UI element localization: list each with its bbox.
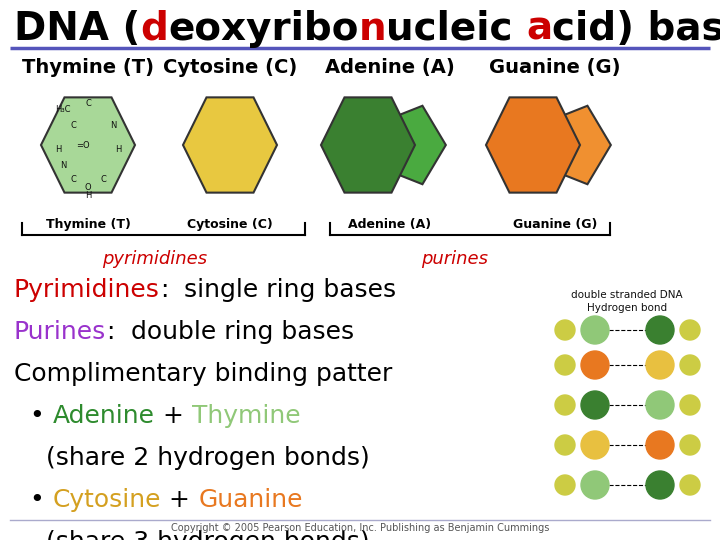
Circle shape [680,355,700,375]
Text: double ring bases: double ring bases [114,320,354,344]
Circle shape [555,355,575,375]
Circle shape [555,435,575,455]
Text: C: C [70,120,76,130]
Text: Adenine: Adenine [53,404,155,428]
Text: ucleic: ucleic [386,10,526,48]
Text: Adenine (A): Adenine (A) [348,218,431,231]
Text: Adenine (A): Adenine (A) [325,58,455,77]
Text: purines: purines [421,250,488,268]
Text: O: O [85,183,91,192]
Text: Thymine (T): Thymine (T) [22,58,154,77]
Text: +: + [155,404,192,428]
Polygon shape [549,106,611,184]
Circle shape [646,431,674,459]
Text: Guanine (G): Guanine (G) [490,58,621,77]
Text: •: • [14,404,53,428]
Text: Guanine (G): Guanine (G) [513,218,597,231]
Text: eoxyribo: eoxyribo [168,10,359,48]
Circle shape [646,471,674,499]
Text: C: C [85,98,91,107]
Circle shape [581,316,609,344]
Circle shape [646,316,674,344]
Circle shape [581,471,609,499]
Circle shape [646,391,674,419]
Text: (share 2 hydrogen bonds): (share 2 hydrogen bonds) [14,446,370,470]
Text: Pyrimidines: Pyrimidines [14,278,160,302]
Text: Complimentary binding patter: Complimentary binding patter [14,362,392,386]
Text: Cytosine: Cytosine [53,488,161,512]
Text: N: N [60,160,66,170]
Text: double stranded DNA: double stranded DNA [571,290,683,300]
Circle shape [680,475,700,495]
Text: :: : [107,320,114,344]
Text: C: C [70,176,76,185]
Text: d: d [140,10,168,48]
Text: N: N [110,120,116,130]
Text: Cytosine (C): Cytosine (C) [163,58,297,77]
Text: H₃C: H₃C [55,105,71,114]
Text: Thymine: Thymine [192,404,300,428]
Circle shape [581,391,609,419]
Circle shape [680,320,700,340]
Text: Purines: Purines [14,320,107,344]
Text: n: n [359,10,386,48]
Text: Copyright © 2005 Pearson Education, Inc. Publishing as Benjamin Cummings: Copyright © 2005 Pearson Education, Inc.… [171,523,549,533]
Text: •: • [14,488,53,512]
Polygon shape [321,97,415,193]
Circle shape [555,475,575,495]
Text: :: : [160,278,168,302]
Circle shape [581,431,609,459]
Text: C: C [100,176,106,185]
Text: (share 3 hydrogen bonds): (share 3 hydrogen bonds) [14,530,369,540]
Text: Thymine (T): Thymine (T) [45,218,130,231]
Circle shape [581,351,609,379]
Polygon shape [486,97,580,193]
Circle shape [646,351,674,379]
Circle shape [680,395,700,415]
Text: pyrimidines: pyrimidines [102,250,207,268]
Text: Guanine: Guanine [198,488,302,512]
Text: DNA (: DNA ( [14,10,140,48]
Polygon shape [384,106,446,184]
Text: =O: =O [76,140,90,150]
Circle shape [680,435,700,455]
Text: a: a [526,10,552,48]
Text: Hydrogen bond: Hydrogen bond [587,303,667,313]
Text: +: + [161,488,198,512]
Text: single ring bases: single ring bases [168,278,397,302]
Text: cid) bases:: cid) bases: [552,10,720,48]
Circle shape [555,395,575,415]
Polygon shape [183,97,277,193]
Text: H: H [55,145,61,154]
Polygon shape [41,97,135,193]
Text: H: H [85,191,91,199]
Circle shape [555,320,575,340]
Text: Cytosine (C): Cytosine (C) [187,218,273,231]
Text: H: H [114,145,121,154]
